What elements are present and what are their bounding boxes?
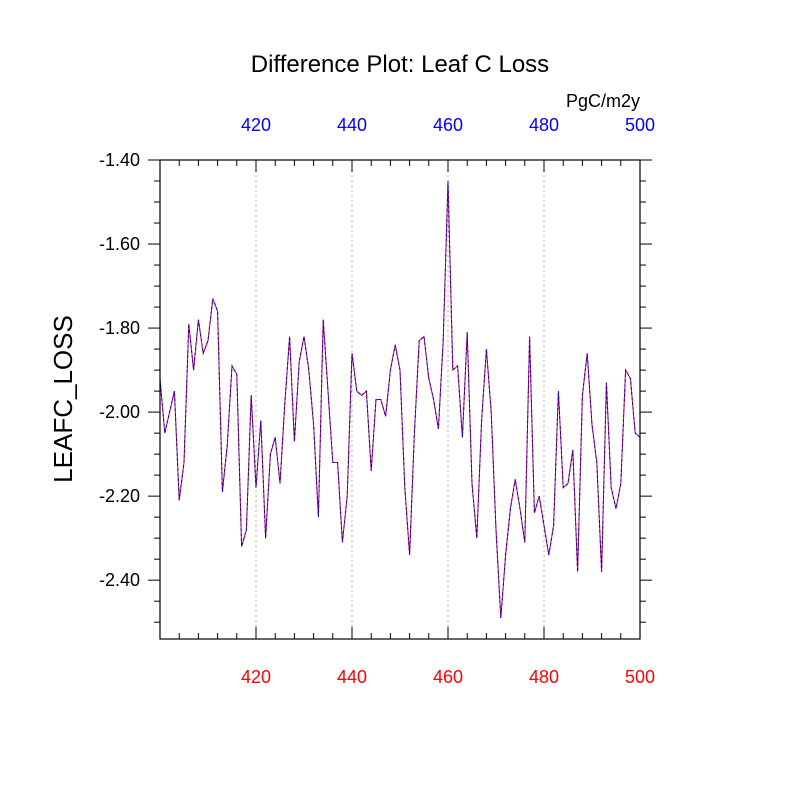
axis-tick-labels: 420 440 460 480 500 420 440 460 480 500 -1.40 -1.60… [99, 115, 655, 687]
y-tick-label: -1.40 [99, 150, 140, 170]
x-tick-label-top: 440 [337, 115, 367, 135]
x-tick-label-top: 500 [625, 115, 655, 135]
y-tick-label: -1.60 [99, 234, 140, 254]
y-tick-label: -1.80 [99, 318, 140, 338]
y-tick-label: -2.00 [99, 402, 140, 422]
x-tick-label-top: 460 [433, 115, 463, 135]
x-tick-label-top: 420 [241, 115, 271, 135]
axis-ticks [148, 159, 652, 639]
x-tick-label-top: 480 [529, 115, 559, 135]
plot-frame [159, 159, 641, 640]
y-tick-label: -2.40 [99, 570, 140, 590]
y-axis-label: LEAFC_LOSS [48, 315, 78, 483]
series-line-blue [159, 180, 641, 619]
x-tick-label-bottom: 420 [241, 667, 271, 687]
chart-title: Difference Plot: Leaf C Loss [251, 51, 549, 78]
series-line-red [159, 180, 641, 619]
y-tick-label: -2.20 [99, 486, 140, 506]
x-tick-label-bottom: 440 [337, 667, 367, 687]
data-series [159, 180, 641, 619]
units-label: PgC/m2y [566, 91, 640, 111]
x-tick-label-bottom: 500 [625, 667, 655, 687]
x-tick-label-bottom: 480 [529, 667, 559, 687]
x-tick-label-bottom: 460 [433, 667, 463, 687]
grid-lines [255, 160, 545, 639]
